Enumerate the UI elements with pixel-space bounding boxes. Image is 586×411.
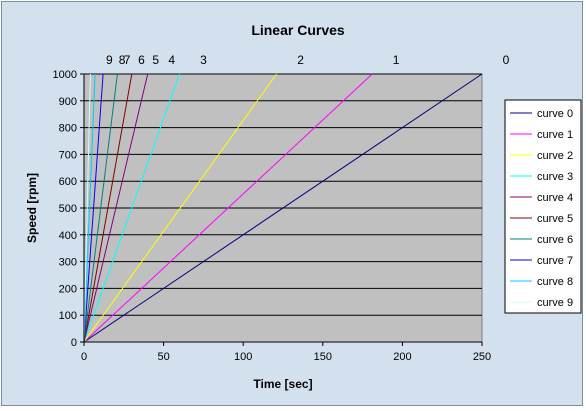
x-tick-label: 0 — [81, 351, 87, 363]
curve-end-label: 3 — [200, 53, 207, 67]
y-tick-label: 600 — [59, 176, 77, 188]
series-line-curve-5 — [83, 73, 133, 343]
y-tick-label: 200 — [59, 283, 77, 295]
series-line-curve-2 — [83, 73, 278, 343]
y-tick-label: 700 — [59, 149, 77, 161]
legend-entry: curve 3 — [537, 171, 573, 183]
curve-end-label: 5 — [152, 53, 159, 67]
legend-entry: curve 0 — [537, 108, 573, 120]
y-tick-label: 900 — [59, 96, 77, 108]
legend-entry: curve 6 — [537, 234, 573, 246]
grid-lines — [84, 73, 482, 316]
y-tick-label: 300 — [59, 257, 77, 269]
y-tick-label: 500 — [59, 203, 77, 215]
curve-end-label: 9 — [106, 53, 113, 67]
x-axis: 0 50 100 150 200 250 — [81, 341, 491, 363]
curve-end-label: 8 — [119, 53, 126, 67]
legend-entry: curve 2 — [537, 150, 573, 162]
x-tick-label: 200 — [393, 351, 411, 363]
x-tick-label: 50 — [157, 351, 169, 363]
y-tick-label: 100 — [59, 310, 77, 322]
curve-end-label: 6 — [138, 53, 145, 67]
series-line-curve-3 — [83, 73, 180, 343]
legend-entry: curve 8 — [537, 276, 573, 288]
y-tick-label: 800 — [59, 123, 77, 135]
legend-entry: curve 7 — [537, 255, 573, 267]
curve-end-label: 1 — [393, 53, 400, 67]
series-line-curve-4 — [83, 73, 149, 343]
legend-entry: curve 9 — [537, 297, 573, 309]
curve-end-label: 7 — [124, 53, 131, 67]
series-line-curve-0 — [83, 73, 483, 343]
legend-entry: curve 1 — [537, 129, 573, 141]
chart-frame: Linear Curves 0 100 200 300 400 500 600 700 800 9… — [1, 1, 583, 406]
legend-entry: curve 4 — [537, 192, 573, 204]
legend: curve 0 curve 1 curve 2 curve 3 curve 4 curve… — [504, 99, 582, 314]
curve-end-label: 4 — [168, 53, 175, 67]
y-tick-label: 400 — [59, 230, 77, 242]
series-line-curve-6 — [83, 73, 118, 343]
x-tick-label: 250 — [473, 351, 491, 363]
y-tick-label: 0 — [71, 337, 77, 349]
series-line-curve-7 — [83, 73, 104, 343]
x-axis-title: Time [sec] — [253, 377, 312, 391]
series-line-curve-8 — [83, 73, 96, 343]
chart-title: Linear Curves — [251, 22, 345, 38]
curve-end-label: 2 — [297, 53, 304, 67]
legend-box — [504, 99, 582, 314]
legend-entry: curve 5 — [537, 213, 573, 225]
series-lines — [83, 73, 483, 343]
y-axis: 0 100 200 300 400 500 600 700 800 900 1000 — [53, 69, 85, 349]
x-tick-label: 100 — [234, 351, 252, 363]
series-line-curve-1 — [83, 73, 373, 343]
x-tick-label: 150 — [314, 351, 332, 363]
y-axis-title: Speed [rpm] — [25, 173, 39, 243]
curve-end-label: 0 — [503, 53, 510, 67]
y-tick-label: 1000 — [53, 69, 77, 81]
series-line-curve-9 — [83, 73, 91, 343]
